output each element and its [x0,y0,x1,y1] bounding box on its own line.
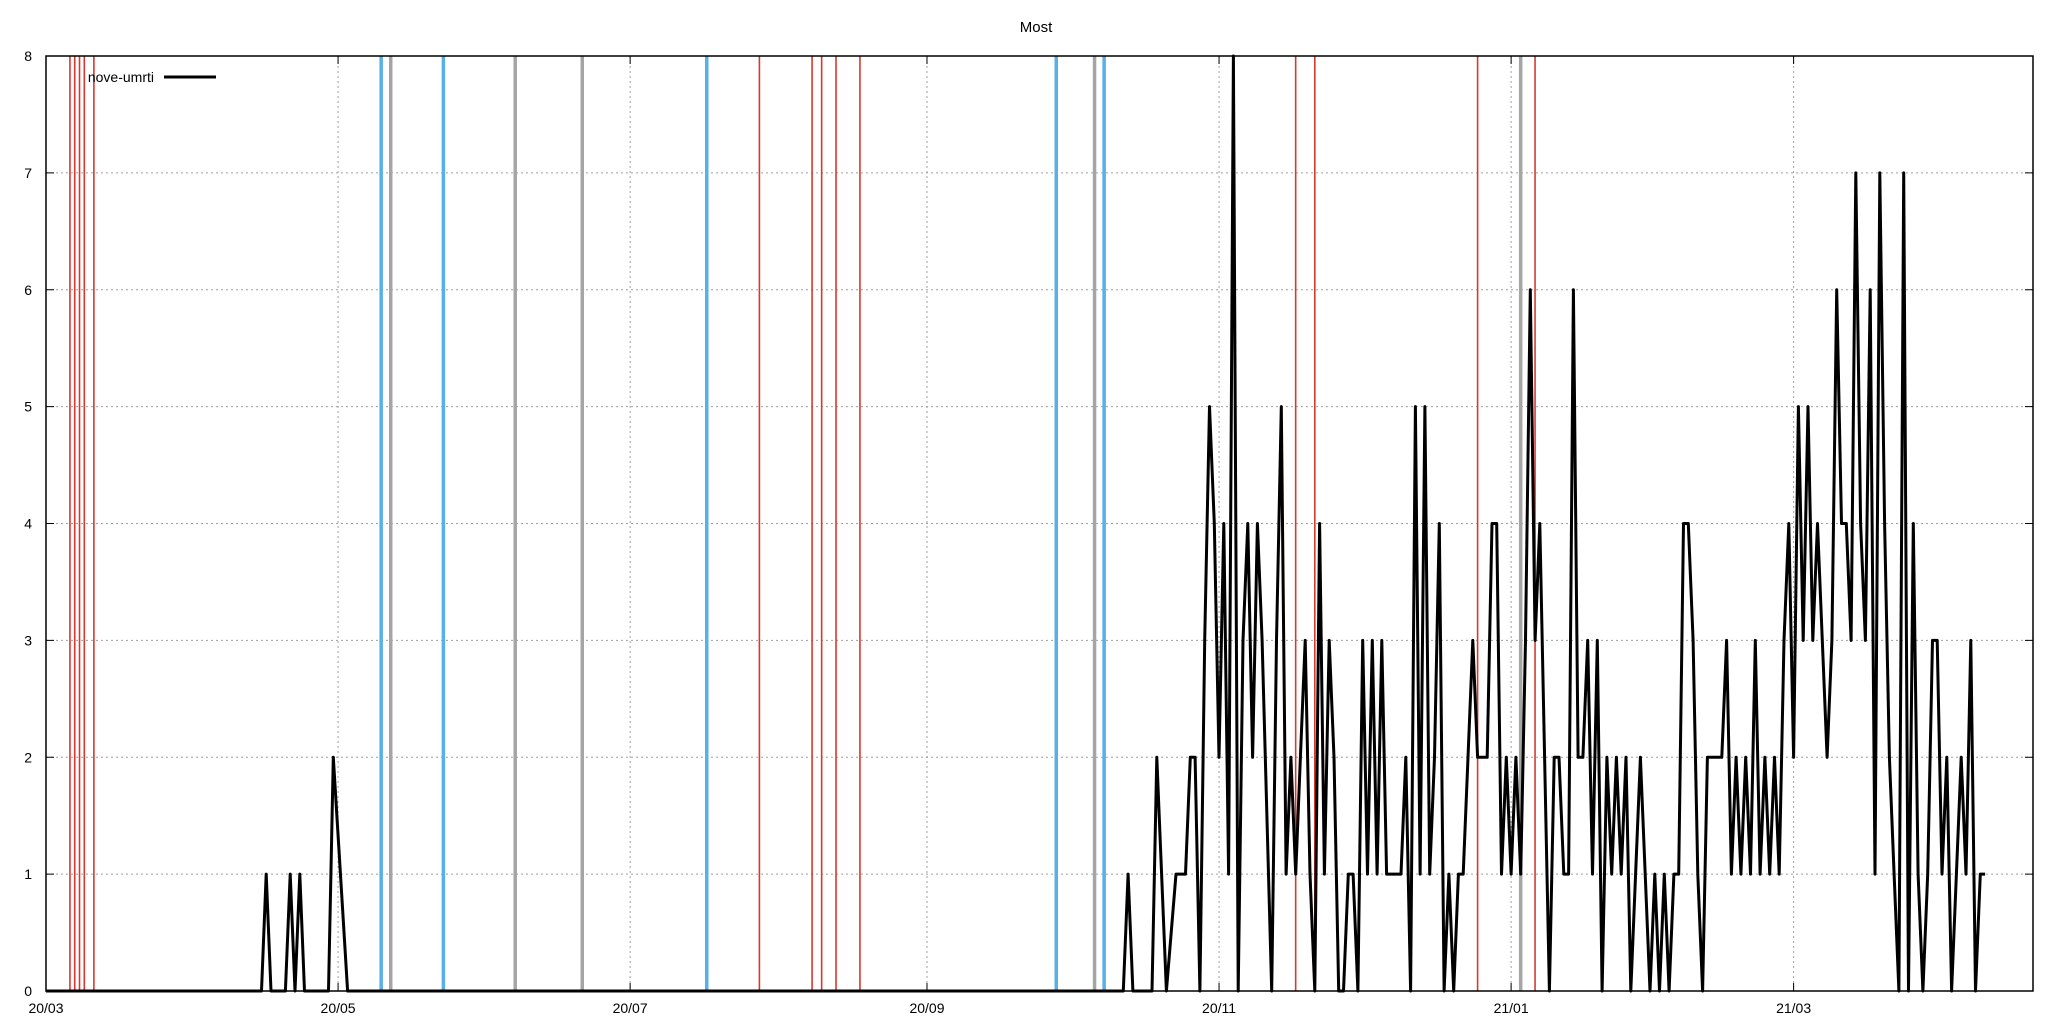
x-tick-label: 20/07 [613,1000,648,1016]
grid [46,56,2033,991]
x-tick-label: 20/11 [1202,1000,1236,1016]
x-tick-label: 21/03 [1776,1000,1811,1016]
y-tick-label: 4 [24,516,32,532]
chart-title: Most [1020,19,1053,36]
y-tick-label: 8 [24,48,32,64]
y-tick-label: 7 [24,165,32,181]
y-axis: 0 1 2 3 4 5 6 7 8 [24,48,2033,999]
x-tick-label: 20/05 [321,1000,356,1016]
legend: nove-umrti [88,69,216,85]
vertical-markers [69,56,1536,991]
series-line [46,54,1986,993]
x-axis: 20/03 20/05 20/07 20/09 20/11 21/01 21/03 [28,56,1811,1016]
y-tick-label: 2 [24,749,32,765]
x-tick-label: 21/01 [1494,1000,1529,1016]
y-tick-label: 5 [24,399,32,415]
y-tick-label: 6 [24,282,32,298]
y-tick-label: 1 [24,866,32,882]
y-tick-label: 3 [24,632,32,648]
y-tick-label: 0 [24,983,32,999]
legend-label: nove-umrti [88,69,154,85]
x-tick-label: 20/09 [909,1000,944,1016]
series-layer [46,54,1986,993]
x-tick-label: 20/03 [28,1000,63,1016]
